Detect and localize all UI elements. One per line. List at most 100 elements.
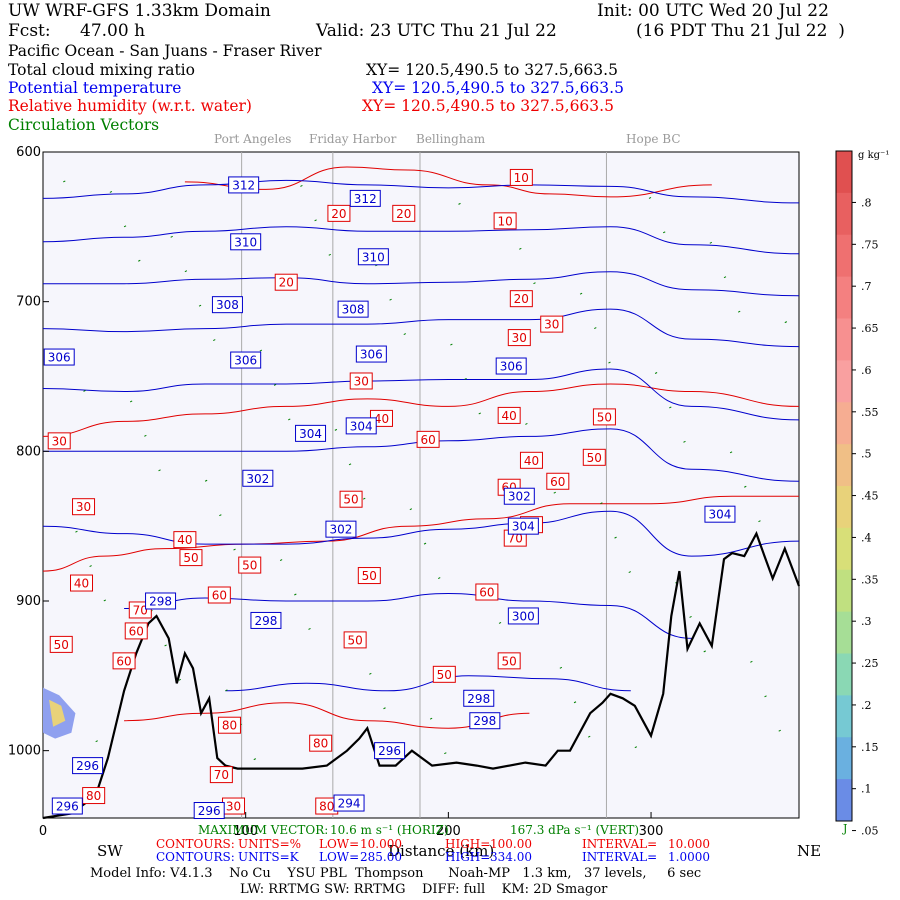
theta-label-box [242,469,274,487]
theta-label-text: 298 [254,614,277,628]
vector-arrow [458,202,461,205]
rh-label: 80 [309,734,333,752]
colorbar-label: .8 [861,196,872,209]
x-tick-label: 0 [39,824,47,839]
theta-label-box [374,742,406,760]
vector-arrow [729,451,733,454]
rh-contours [42,166,800,729]
rh-label-box [49,635,73,653]
colorbar-label: .7 [861,280,872,293]
rh-label: 50 [339,490,363,508]
colorbar-swatch [836,653,852,696]
theta-label: 312 [349,189,381,207]
theta-label-box [495,357,527,375]
rh-label-text: 70 [133,603,148,617]
direction-right: NE [797,842,822,860]
colorbar-label: .3 [861,615,872,628]
vector-arrow [75,530,78,533]
theta-label-text: 304 [299,427,322,441]
theta-label-text: 306 [234,354,257,368]
rh-label: 50 [343,631,367,649]
vector-arrow [253,758,257,761]
vector-arrow [409,508,413,511]
rh-label-box [519,451,543,469]
rh-label-text: 30 [544,318,559,332]
x-tick-label: 100 [233,824,258,839]
theta-label: 298 [145,592,177,610]
vector-arrow [784,321,788,324]
theta-label-text: 306 [500,360,523,374]
rh-label-text: 40 [524,454,539,468]
vector-arrow [138,259,141,262]
theta-label: 302 [242,469,274,487]
theta-label: 304 [345,417,377,435]
y-tick-label: 600 [16,145,41,160]
theta-label: 296 [374,742,406,760]
vector-arrow [744,485,747,488]
axes: 600 700 800 900 1000 0 100 200 300 [8,145,664,839]
rh-label-box [497,406,521,424]
colorbar-label: .15 [861,741,879,754]
rh-label: 10 [493,212,517,230]
vector-arrow [662,231,666,234]
theta-label: 298 [469,712,501,730]
theta-label-text: 302 [508,490,531,504]
colorbar-label: .45 [861,490,879,503]
rh-high: HIGH= [445,837,491,851]
theta-label-box [349,189,381,207]
vector-arrow [654,372,658,374]
vector-arrow [103,599,107,602]
theta-label-text: 296 [56,800,79,814]
location-friday-harbor: Friday Harbor [309,132,397,146]
rh-label-text: 50 [54,638,69,652]
colorbar-label: .05 [861,825,879,835]
vector-arrow [498,621,502,624]
rh-label-box [72,498,96,516]
rh-label: 40 [497,406,521,424]
rh-label-box [416,430,440,448]
vector-arrow [363,497,366,500]
rh-label-box [173,531,197,549]
rh-label: 20 [509,290,533,308]
vector-arrow [158,469,161,472]
forecast-hour: 47.00 h [80,21,146,41]
cloud-core [49,699,66,727]
rh-label: 10 [509,168,533,186]
vector-arrow [525,422,528,425]
rh-high-value: 100.00 [490,837,532,851]
vector-arrow [579,292,583,295]
rh-label-box [540,315,564,333]
rh-label: 40 [519,451,543,469]
x-axis-label: Distance (km) [388,842,495,860]
vector-arrow [288,418,291,421]
theta-label-box [704,505,736,523]
vector-arrow [63,180,66,183]
colorbar-label: .6 [861,364,872,377]
valid-time: Valid: 23 UTC Thu 21 Jul 22 [316,21,557,41]
theta-contour-306 [42,308,800,348]
vector-arrow [294,593,297,596]
y-tick-label: 700 [16,295,41,310]
vector-arrow [219,514,222,517]
colorbar-swatch [836,444,852,487]
theta-label-text: 304 [350,419,373,433]
rh-label-text: 20 [279,276,294,290]
rh-label: 70 [209,766,233,784]
vector-arrow [628,571,631,574]
rh-label-box [507,329,531,347]
rh-label: 20 [327,204,351,222]
rh-label: 50 [582,448,606,466]
colorbar-unit: g kg⁻¹ [858,150,889,161]
colorbar-swatch [836,611,852,654]
rh-label-text: 80 [222,719,237,733]
vector-arrow [259,349,263,352]
model-info-physics: LW: RRTMG SW: RRTMG DIFF: full KM: 2D Sm… [240,882,608,897]
rh-label-text: 50 [343,493,358,507]
colorbar-label: .65 [861,322,879,335]
theta-label-box [230,351,262,369]
field-rh-name: Relative humidity (w.r.t. water) [8,97,252,115]
vector-arrow [703,650,706,653]
rh-label-box [309,734,333,752]
vector-arrow [758,520,761,523]
theta-label-box [507,517,539,535]
